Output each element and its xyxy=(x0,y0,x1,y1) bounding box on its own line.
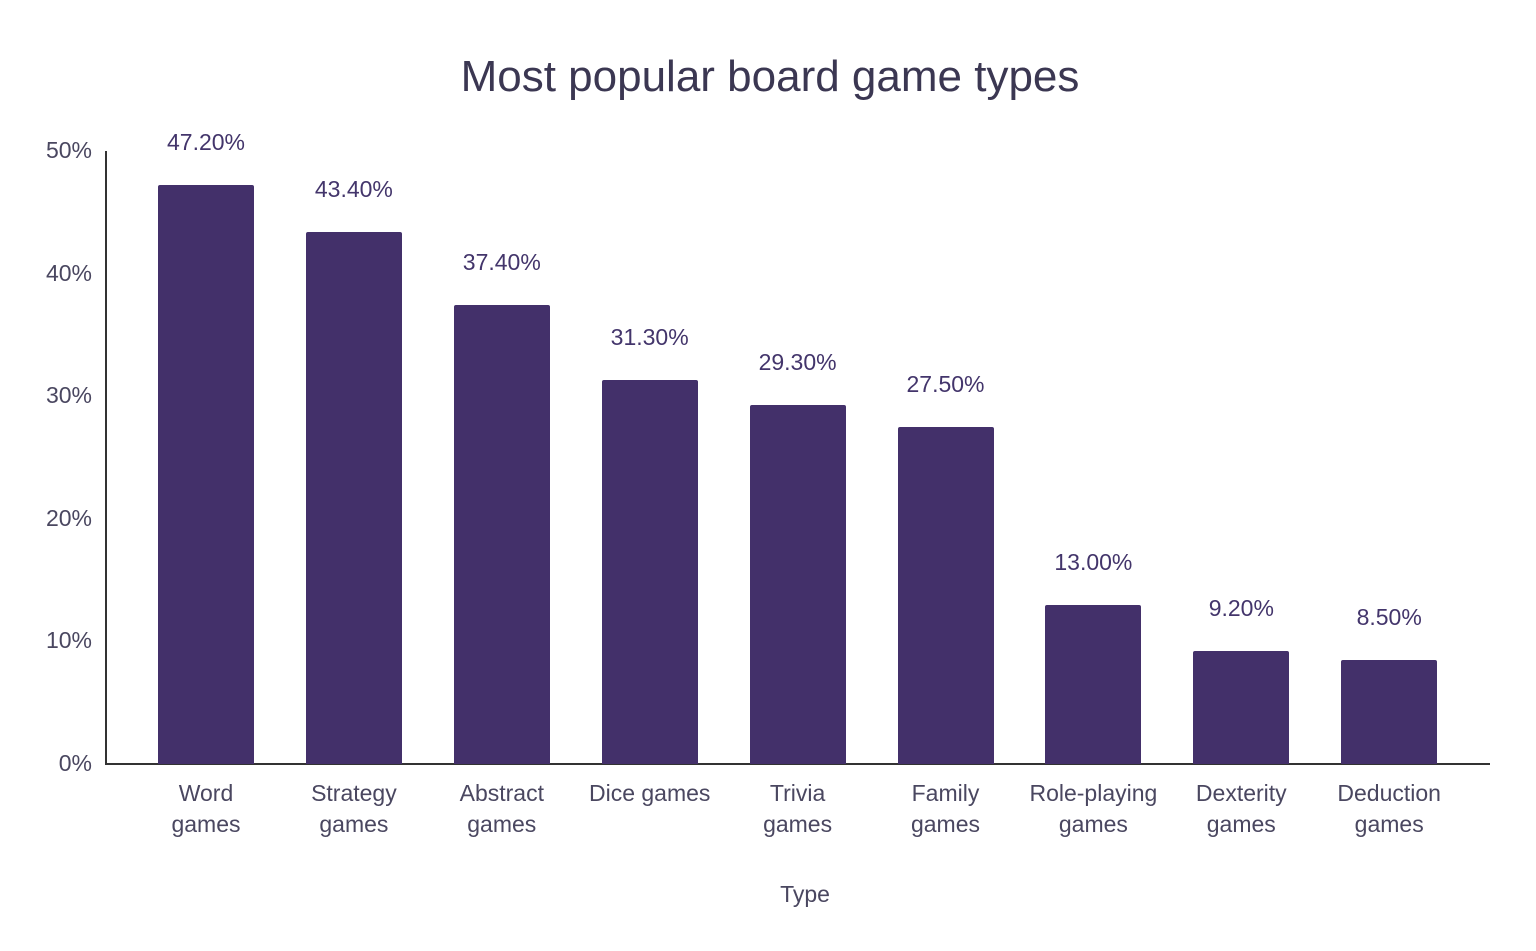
bar-value-label: 13.00% xyxy=(1054,548,1133,575)
bar xyxy=(1341,659,1438,764)
y-axis-line xyxy=(105,151,107,765)
bar-value-label: 9.20% xyxy=(1208,595,1274,622)
bar-value-label: 29.30% xyxy=(758,348,837,375)
bar-value-label: 27.50% xyxy=(906,370,985,397)
x-tick-label: Role-playing games xyxy=(1029,780,1158,837)
bar xyxy=(453,305,550,764)
bar-value-label: 31.30% xyxy=(610,324,689,351)
bar-value-label: 37.40% xyxy=(462,249,541,276)
x-tick-label: Abstract games xyxy=(459,780,544,837)
x-axis-line xyxy=(105,763,1490,765)
bar xyxy=(1045,604,1142,764)
x-tick-label: Dice games xyxy=(588,780,711,806)
chart-title: Most popular board game types xyxy=(460,52,1080,101)
bar-value-label: 47.20% xyxy=(166,129,245,156)
x-tick-label: Strategy games xyxy=(311,780,397,837)
x-tick-label: Family games xyxy=(910,780,981,837)
x-tick-label: Word games xyxy=(171,780,241,837)
y-tick-label: 40% xyxy=(45,259,92,286)
bar xyxy=(601,380,698,764)
y-tick-label: 0% xyxy=(58,750,92,776)
bar xyxy=(158,185,254,764)
bar-value-label: 8.50% xyxy=(1356,603,1422,630)
y-tick-label: 20% xyxy=(45,504,92,531)
y-tick-label: 10% xyxy=(45,627,92,654)
bar xyxy=(1193,651,1290,764)
x-axis-title: Type xyxy=(780,881,830,907)
x-tick-label: Dexterity games xyxy=(1195,780,1287,837)
y-tick-label: 50% xyxy=(45,137,92,163)
x-tick-label: Deduction games xyxy=(1337,780,1441,837)
bar xyxy=(897,426,994,764)
bar-value-label: 43.40% xyxy=(314,175,393,202)
y-tick-label: 30% xyxy=(45,382,92,409)
bar xyxy=(749,404,846,764)
bar xyxy=(305,231,402,764)
x-tick-label: Trivia games xyxy=(763,780,833,837)
